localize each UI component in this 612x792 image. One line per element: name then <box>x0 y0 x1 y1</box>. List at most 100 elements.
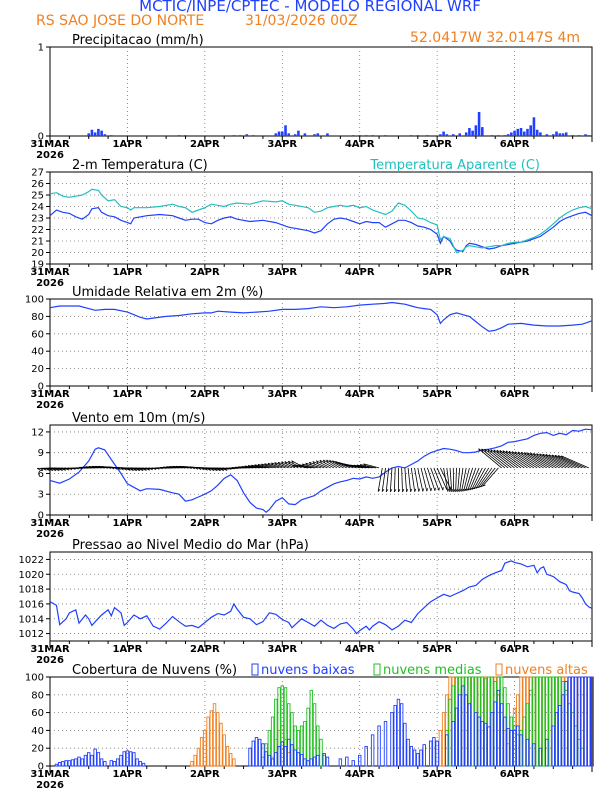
wind-arrow-head <box>502 450 505 454</box>
precip-frame <box>49 46 593 137</box>
rh-series-line <box>49 301 593 332</box>
rh-year-label: 2026 <box>36 400 64 411</box>
cloud-bar-nuvens-baixas <box>570 676 575 767</box>
precip-bar <box>416 135 420 136</box>
wind-arrow-head <box>241 466 245 469</box>
wind-arrow-head <box>98 465 102 469</box>
wind-arrow-head <box>101 466 105 469</box>
precip-bar <box>90 129 94 136</box>
wind-arrow-head <box>530 452 533 456</box>
pres-ytick-label: 1012 <box>19 629 44 640</box>
wind-arrow-head <box>554 455 558 458</box>
wind-arrow-head <box>469 487 473 491</box>
wind-arrow <box>423 467 432 492</box>
wind-arrow-head <box>548 454 552 458</box>
cloud-bar-nuvens-baixas <box>451 721 455 767</box>
cloud-bar-nuvens-baixas <box>322 753 326 767</box>
cloud-bar-nuvens-medias <box>306 707 310 767</box>
wind-arrow-head <box>179 465 182 469</box>
rh-date-label: 1APR <box>113 389 143 400</box>
cloud-bar-nuvens-baixas <box>64 760 68 767</box>
cloud-bar-nuvens-baixas <box>283 745 288 767</box>
cloud-bar-nuvens-baixas <box>74 758 78 767</box>
precip-bar <box>100 130 103 136</box>
cloud-bar-nuvens-baixas <box>109 760 114 767</box>
wind-arrow-head <box>533 453 536 457</box>
precip-bar <box>103 134 107 136</box>
pres-date-label: 1APR <box>113 644 143 655</box>
precip-bar <box>245 134 249 136</box>
wind-arrow <box>319 459 335 469</box>
precip-bar <box>110 135 113 136</box>
wind-arrow <box>473 467 486 490</box>
pres-date-label: 4APR <box>345 644 375 655</box>
wind-arrow-head <box>264 463 268 467</box>
wind-arrow-head <box>457 489 460 493</box>
cloud-bar-nuvens-baixas <box>409 745 414 767</box>
wind-arrow-head <box>505 450 508 454</box>
cloud-bar-nuvens-baixas <box>345 756 349 767</box>
cloud-bar-nuvens-baixas <box>96 752 101 767</box>
wind-arrow <box>251 464 267 469</box>
wind-arrow-head <box>143 468 147 471</box>
wind-arrow-head <box>343 463 347 467</box>
wind-arrow-head <box>511 451 514 455</box>
wind-arrow <box>264 463 280 469</box>
temp-ytick-label: 21 <box>31 237 44 248</box>
wind-arrow-head <box>85 466 89 469</box>
wind-arrow-head <box>377 488 381 492</box>
cloud-bar-nuvens-baixas <box>309 758 314 767</box>
cloud-bar-nuvens-baixas <box>496 689 501 767</box>
pres-ytick-label: 1014 <box>19 614 44 625</box>
cloud-bar-nuvens-baixas <box>303 758 307 767</box>
precip-bar <box>545 134 549 136</box>
cloud-bar-nuvens-baixas <box>103 761 107 767</box>
wind-arrow-head <box>146 468 150 471</box>
wind-arrow <box>414 467 420 492</box>
cloud-bar-nuvens-baixas <box>264 751 268 767</box>
wind-arrow-head <box>430 487 432 492</box>
precip-date-label: 1APR <box>113 139 143 150</box>
pres-frame <box>49 551 593 642</box>
precip-bar <box>97 128 100 136</box>
cloud-bar-nuvens-baixas <box>464 694 468 767</box>
wind-arrow-head <box>251 464 254 468</box>
temp-ytick-label: 23 <box>31 214 44 225</box>
wind-arrow <box>353 464 370 469</box>
wind-arrow-head <box>385 489 389 493</box>
wind-arrow <box>401 467 403 492</box>
wind-arrow-head <box>301 463 305 467</box>
wind-series-line <box>49 428 593 513</box>
wind-arrow <box>393 467 396 492</box>
precip-bar <box>451 134 455 136</box>
wind-arrow-head <box>340 462 344 466</box>
wind-arrow-head <box>453 489 456 493</box>
cloud-bar-nuvens-medias <box>541 676 546 767</box>
wind-arrow-head <box>353 464 357 468</box>
wind-arrow-head <box>523 452 527 456</box>
wind-arrow-head <box>347 464 350 467</box>
wind-arrow <box>459 467 464 492</box>
wind-arrow-head <box>284 461 287 465</box>
precip-bar <box>280 131 284 136</box>
cloud-bar-nuvens-baixas <box>290 744 294 767</box>
header-run: 31/03/2026 00Z <box>245 13 358 29</box>
wind-year-label: 2026 <box>36 529 64 540</box>
cloud-bar-nuvens-baixas <box>390 712 394 767</box>
rh-date-label: 3APR <box>267 389 297 400</box>
wind-arrow <box>261 463 276 469</box>
wind-arrow <box>420 467 428 492</box>
wind-arrow-head <box>204 468 208 471</box>
wind-arrow-head <box>292 464 295 468</box>
cloud-bar-nuvens-baixas <box>554 712 559 767</box>
wind-arrow-head <box>175 465 179 469</box>
cloud-bar-nuvens-altas <box>209 710 214 767</box>
wind-arrow <box>305 462 322 469</box>
wind-arrow <box>295 464 312 469</box>
wind-ytick-label: 12 <box>31 427 44 438</box>
wind-arrow <box>417 467 424 492</box>
cloud-bar-nuvens-baixas <box>135 758 139 767</box>
wind-arrow <box>277 461 293 469</box>
cloud-bar-nuvens-medias <box>319 738 323 767</box>
pres-ytick-label: 1020 <box>19 570 44 581</box>
